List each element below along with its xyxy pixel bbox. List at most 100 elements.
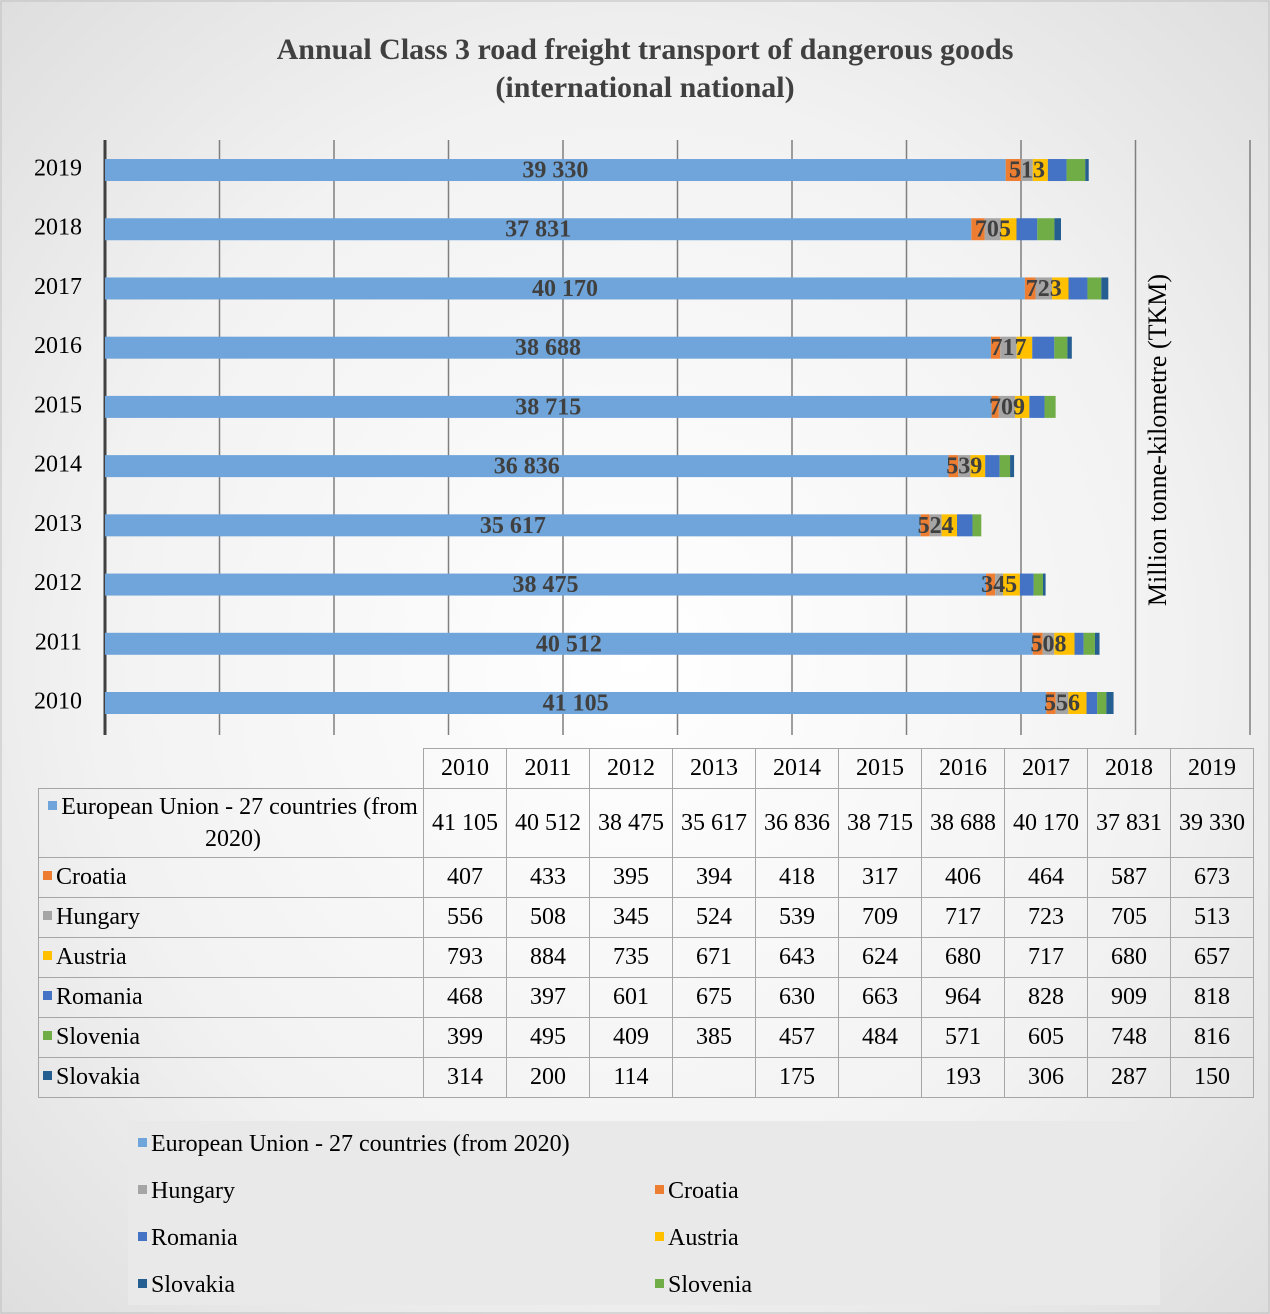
bar-segment [1010,455,1015,478]
bar-segment [1106,692,1114,714]
bar-segment [105,632,1033,655]
table-cell: 587 [1087,857,1171,898]
legend-item: Croatia [655,1178,739,1205]
bar-segment [971,218,985,241]
bar-segment [1035,277,1053,300]
table-cell: 657 [1170,937,1254,978]
table-row: Romania 468 397 601 675 630 663 964 828 909 818 [38,977,1254,1018]
legend-key [655,1278,664,1288]
table-cell: 675 [672,977,756,1018]
bar-segment [105,336,991,359]
data-label: 38 688 [515,335,581,361]
chart-title: Annual Class 3 road freight transport of… [277,33,1014,66]
table-header-row: 2010 2011 2012 2013 2014 2015 2016 2017 2018 2019 [39,748,1254,789]
table-row: European Union - 27 countries (from 2020… [38,788,1254,858]
bar-segment [998,395,1016,418]
table-row-label: Croatia [38,857,424,898]
data-label: 709 [989,394,1025,420]
table-cell: 385 [672,1017,756,1058]
table-cell: 735 [589,937,673,978]
bar-segment [990,336,1001,359]
bar-segment [999,455,1011,478]
table-cell: 150 [1170,1057,1254,1098]
table-cell: 828 [1004,977,1088,1018]
table-row-label: Austria [38,937,424,978]
bar-segment [970,455,986,478]
bar-segment [985,455,1000,478]
bar-segment [941,514,958,537]
legend-item: Slovakia [138,1272,235,1299]
table-cell: 317 [838,857,922,898]
table-cell: 717 [1004,937,1088,978]
table-cell: 397 [506,977,590,1018]
table-cell: 601 [589,977,673,1018]
bar-segment [1046,692,1056,714]
table-cell: 630 [755,977,839,1018]
table-cell: 663 [838,977,922,1018]
table-cell: 418 [755,857,839,898]
data-label: 345 [981,572,1017,598]
bar-segment [986,573,996,596]
bar-segment [920,514,930,537]
table-cell [672,1057,756,1098]
table-cell: 193 [921,1057,1005,1098]
bar-segment [105,692,1047,714]
table-cell: 508 [506,897,590,938]
table-cell: 680 [1087,937,1171,978]
table-cell: 793 [423,937,507,978]
table-header-cell: 2013 [672,748,756,789]
bar-segment [1042,573,1046,596]
legend-item: Hungary [138,1178,235,1205]
table-cell: 41 105 [423,788,507,858]
table-cell: 524 [672,897,756,938]
table-cell: 643 [755,937,839,978]
bar-segment [1047,159,1067,182]
legend-key [43,1030,52,1040]
y-tick-label: 2016 [34,333,82,359]
y-tick-label: 2011 [35,629,82,655]
bar-segment [1054,218,1062,241]
bar-segment [1029,395,1045,418]
bar-segment [105,573,987,596]
table-cell: 748 [1087,1017,1171,1058]
table-cell: 314 [423,1057,507,1098]
table-cell: 909 [1087,977,1171,1018]
bar-segment [1085,159,1089,182]
bar-segment [105,514,921,537]
bar-segment [1052,277,1069,300]
legend: European Union - 27 countries (from 2020… [128,1121,1160,1305]
table-cell: 394 [672,857,756,898]
data-label: 39 330 [522,158,588,184]
table-cell: 464 [1004,857,1088,898]
row-label-text: Hungary [56,904,140,930]
data-label: 705 [975,217,1011,243]
table-header-cell: 2011 [506,748,590,789]
legend-text: European Union - 27 countries (from 2020… [151,1131,570,1157]
bar-segment [105,277,1025,300]
legend-key [138,1278,147,1288]
table-header-cell: 2012 [589,748,673,789]
data-label: 513 [1009,158,1045,184]
table-cell: 38 475 [589,788,673,858]
row-label-text: European Union - 27 countries (from 2020… [61,794,418,852]
table-cell: 35 617 [672,788,756,858]
table-cell: 709 [838,897,922,938]
table-cell: 457 [755,1017,839,1058]
table-cell: 114 [589,1057,673,1098]
bar-segment [1033,573,1043,596]
legend-key [43,870,52,880]
data-label: 508 [1030,631,1066,657]
table-cell: 717 [921,897,1005,938]
table-cell: 399 [423,1017,507,1058]
table-cell: 175 [755,1057,839,1098]
bar-segment [1024,277,1036,300]
table-cell: 287 [1087,1057,1171,1098]
bar-segment [995,573,1004,596]
bar-segment [957,514,973,537]
table-cell: 40 170 [1004,788,1088,858]
data-label: 556 [1044,691,1080,717]
bar-segment [929,514,942,537]
table-cell: 964 [921,977,1005,1018]
table-cell: 816 [1170,1017,1254,1058]
table-header-cell: 2015 [838,748,922,789]
